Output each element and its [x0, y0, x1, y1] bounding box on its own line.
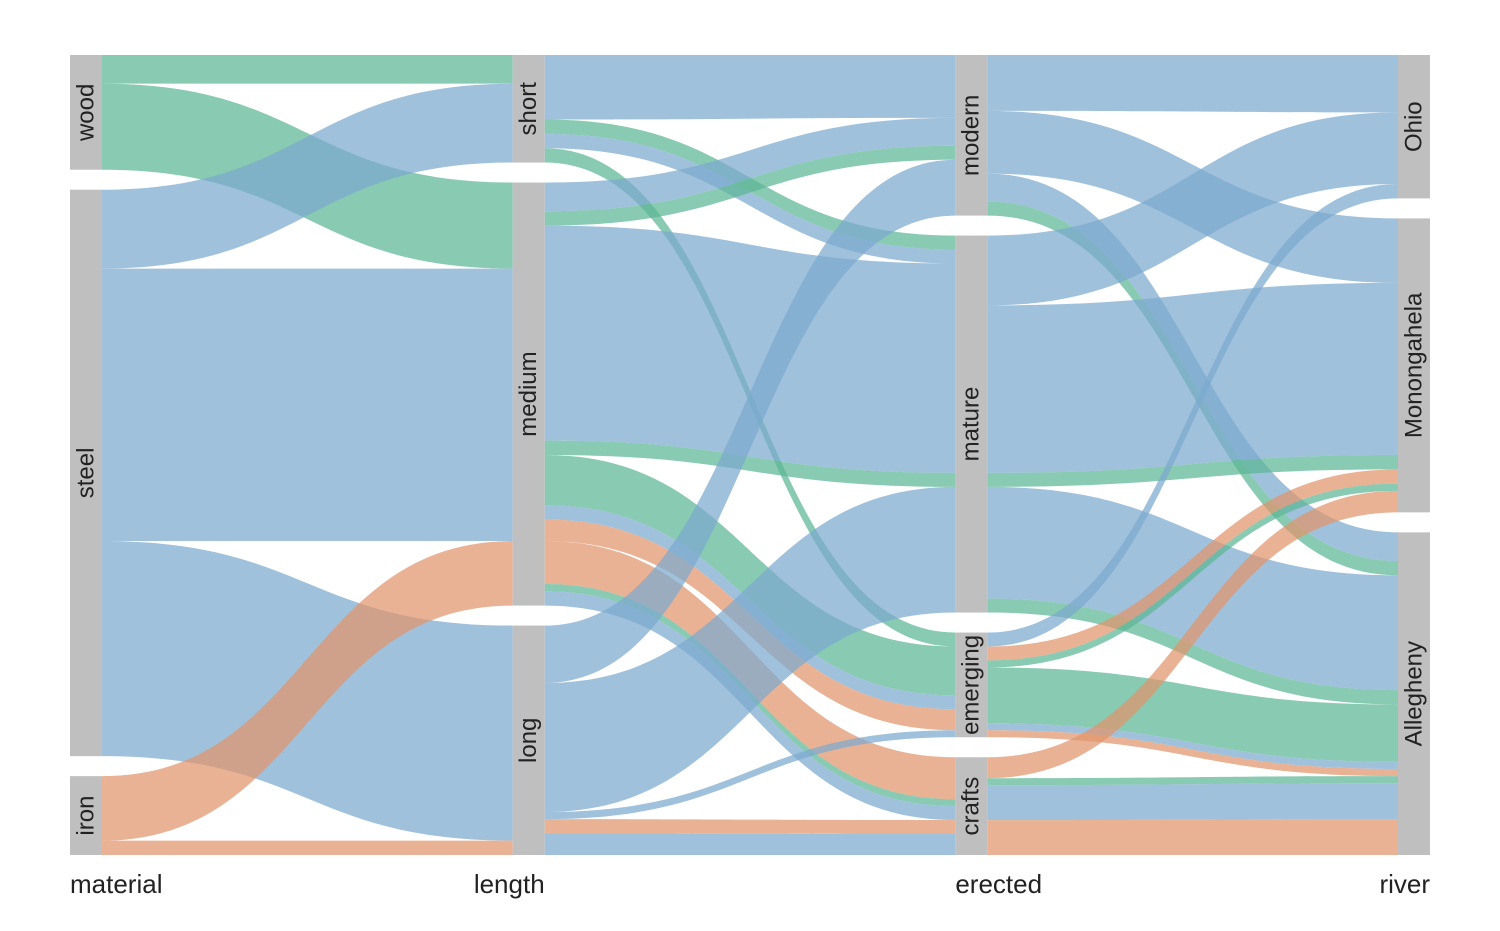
- sankey-link: [987, 819, 1398, 855]
- axis-label-material: material: [70, 869, 162, 899]
- sankey-node-label: long: [515, 718, 542, 763]
- sankey-link: [102, 55, 513, 84]
- sankey-node-label: modern: [958, 95, 985, 176]
- sankey-node-label: Allegheny: [1400, 641, 1427, 746]
- sankey-link: [545, 833, 956, 855]
- sankey-node-label: Ohio: [1400, 101, 1427, 152]
- sankey-link: [102, 269, 513, 541]
- sankey-link: [987, 55, 1398, 112]
- sankey-node-label: emerging: [958, 635, 985, 735]
- sankey-link: [987, 783, 1398, 820]
- sankey-node-label: wood: [72, 84, 99, 142]
- sankey-node-label: iron: [72, 796, 99, 836]
- axis-label-river: river: [1379, 869, 1430, 899]
- sankey-node-label: medium: [515, 351, 542, 436]
- axis-label-length: length: [474, 869, 545, 899]
- sankey-link: [102, 841, 513, 855]
- sankey-chart: wood steel iron short medium long modern mature…: [0, 0, 1500, 931]
- sankey-node-label: steel: [72, 448, 99, 499]
- sankey-node-label: Monongahela: [1400, 292, 1427, 438]
- sankey-node-label: short: [515, 82, 542, 136]
- links-layer: [102, 55, 1398, 855]
- sankey-node-label: mature: [958, 387, 985, 462]
- axis-label-erected: erected: [955, 869, 1042, 899]
- sankey-link: [545, 819, 956, 834]
- sankey-link: [987, 283, 1398, 473]
- sankey-link: [545, 55, 956, 120]
- sankey-node-label: crafts: [958, 777, 985, 836]
